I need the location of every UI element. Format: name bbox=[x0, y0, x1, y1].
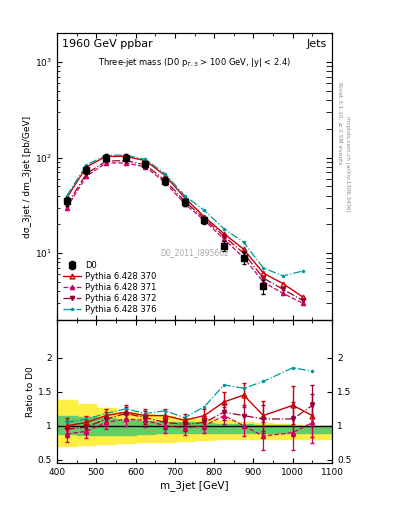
Pythia 6.428 372 bbox=[64, 202, 69, 208]
Line: Pythia 6.428 371: Pythia 6.428 371 bbox=[65, 161, 305, 305]
Pythia 6.428 371 bbox=[143, 164, 148, 170]
Pythia 6.428 376 bbox=[104, 152, 108, 158]
Line: Pythia 6.428 372: Pythia 6.428 372 bbox=[65, 159, 305, 303]
Pythia 6.428 376 bbox=[281, 273, 285, 279]
Text: 1960 GeV ppbar: 1960 GeV ppbar bbox=[62, 39, 153, 49]
Pythia 6.428 376 bbox=[84, 162, 89, 168]
Line: Pythia 6.428 370: Pythia 6.428 370 bbox=[64, 154, 305, 299]
Text: Jets: Jets bbox=[306, 39, 327, 49]
Pythia 6.428 371 bbox=[84, 173, 89, 179]
Pythia 6.428 376 bbox=[163, 170, 167, 177]
Pythia 6.428 370 bbox=[104, 153, 108, 159]
Pythia 6.428 372 bbox=[281, 286, 285, 292]
Pythia 6.428 376 bbox=[123, 152, 128, 158]
Pythia 6.428 370 bbox=[84, 164, 89, 170]
Pythia 6.428 370 bbox=[261, 270, 266, 276]
Pythia 6.428 376 bbox=[202, 207, 207, 214]
Legend: D0, Pythia 6.428 370, Pythia 6.428 371, Pythia 6.428 372, Pythia 6.428 376: D0, Pythia 6.428 370, Pythia 6.428 371, … bbox=[59, 258, 160, 317]
Pythia 6.428 370 bbox=[143, 158, 148, 164]
Y-axis label: Ratio to D0: Ratio to D0 bbox=[26, 366, 35, 417]
Pythia 6.428 370 bbox=[123, 153, 128, 159]
X-axis label: m_3jet [GeV]: m_3jet [GeV] bbox=[160, 480, 229, 491]
Pythia 6.428 376 bbox=[143, 156, 148, 162]
Pythia 6.428 371 bbox=[261, 279, 266, 285]
Pythia 6.428 371 bbox=[281, 290, 285, 296]
Pythia 6.428 370 bbox=[163, 173, 167, 179]
Pythia 6.428 371 bbox=[202, 218, 207, 224]
Pythia 6.428 372 bbox=[163, 177, 167, 183]
Pythia 6.428 372 bbox=[182, 198, 187, 204]
Pythia 6.428 372 bbox=[300, 297, 305, 304]
Pythia 6.428 372 bbox=[84, 170, 89, 177]
Line: Pythia 6.428 376: Pythia 6.428 376 bbox=[65, 153, 305, 278]
Text: Rivet 3.1.10, ≥ 2.5M events: Rivet 3.1.10, ≥ 2.5M events bbox=[337, 81, 342, 164]
Pythia 6.428 372 bbox=[261, 275, 266, 281]
Pythia 6.428 371 bbox=[222, 236, 226, 242]
Pythia 6.428 376 bbox=[182, 193, 187, 199]
Pythia 6.428 370 bbox=[281, 281, 285, 287]
Pythia 6.428 372 bbox=[123, 158, 128, 164]
Pythia 6.428 372 bbox=[222, 233, 226, 240]
Pythia 6.428 376 bbox=[222, 226, 226, 232]
Pythia 6.428 372 bbox=[202, 216, 207, 222]
Pythia 6.428 370 bbox=[182, 195, 187, 201]
Pythia 6.428 372 bbox=[104, 158, 108, 164]
Pythia 6.428 376 bbox=[300, 268, 305, 274]
Text: Three-jet mass (D0 p$_{T,3}$ > 100 GeV, |y| < 2.4): Three-jet mass (D0 p$_{T,3}$ > 100 GeV, … bbox=[98, 56, 291, 69]
Pythia 6.428 371 bbox=[182, 201, 187, 207]
Pythia 6.428 370 bbox=[202, 214, 207, 220]
Pythia 6.428 370 bbox=[300, 294, 305, 300]
Pythia 6.428 371 bbox=[104, 160, 108, 166]
Pythia 6.428 376 bbox=[261, 265, 266, 271]
Pythia 6.428 371 bbox=[64, 204, 69, 210]
Text: mcplots.cern.ch [arXiv:1306.3436]: mcplots.cern.ch [arXiv:1306.3436] bbox=[345, 116, 350, 211]
Text: D0_2011_I895662: D0_2011_I895662 bbox=[160, 248, 229, 258]
Pythia 6.428 371 bbox=[123, 160, 128, 166]
Pythia 6.428 370 bbox=[222, 230, 226, 237]
Pythia 6.428 371 bbox=[241, 254, 246, 261]
Pythia 6.428 372 bbox=[143, 162, 148, 168]
Pythia 6.428 370 bbox=[241, 246, 246, 252]
Pythia 6.428 376 bbox=[241, 239, 246, 245]
Pythia 6.428 371 bbox=[163, 179, 167, 185]
Pythia 6.428 376 bbox=[64, 193, 69, 199]
Pythia 6.428 372 bbox=[241, 250, 246, 257]
Pythia 6.428 370 bbox=[64, 195, 69, 201]
Y-axis label: dσ_3jet / dm_3jet [pb/GeV]: dσ_3jet / dm_3jet [pb/GeV] bbox=[23, 116, 32, 238]
Pythia 6.428 371 bbox=[300, 300, 305, 306]
